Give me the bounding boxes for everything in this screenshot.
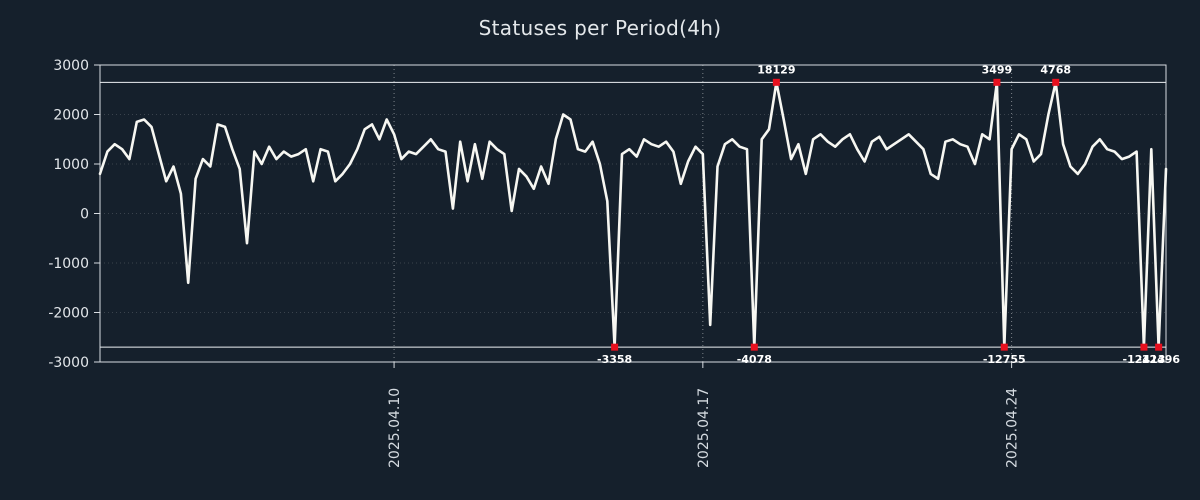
y-tick-label: 3000 <box>53 58 89 74</box>
x-tick-label: 2025.04.17 <box>696 388 712 468</box>
x-tick-label: 2025.04.10 <box>387 388 403 468</box>
y-tick-label: -3000 <box>48 355 89 371</box>
outlier-label: 18129 <box>757 63 795 76</box>
outlier-marker <box>1052 78 1060 86</box>
outlier-label: 3499 <box>982 63 1013 76</box>
outlier-label: -3358 <box>597 353 632 366</box>
outlier-marker <box>1000 343 1008 351</box>
y-tick-label: 2000 <box>53 108 89 124</box>
y-tick-label: -1000 <box>48 256 89 272</box>
outlier-marker <box>1140 343 1148 351</box>
chart-title: Statuses per Period(4h) <box>478 16 722 40</box>
outlier-label: -12413 <box>1123 353 1166 366</box>
outlier-marker <box>772 78 780 86</box>
y-tick-label: 0 <box>80 207 89 223</box>
outlier-marker <box>750 343 758 351</box>
series-line <box>98 81 1168 349</box>
x-tick-label: 2025.04.24 <box>1005 388 1021 468</box>
outlier-marker <box>1155 343 1163 351</box>
y-tick-label: -2000 <box>48 306 89 322</box>
outlier-label: -4078 <box>737 353 772 366</box>
y-tick-label: 1000 <box>53 157 89 173</box>
outlier-label: -12755 <box>983 353 1026 366</box>
outlier-marker <box>611 343 619 351</box>
outlier-marker <box>993 78 1001 86</box>
outlier-label: 4768 <box>1040 63 1071 76</box>
outlier-label: -12496 <box>1137 353 1180 366</box>
plot-frame <box>99 64 1167 363</box>
